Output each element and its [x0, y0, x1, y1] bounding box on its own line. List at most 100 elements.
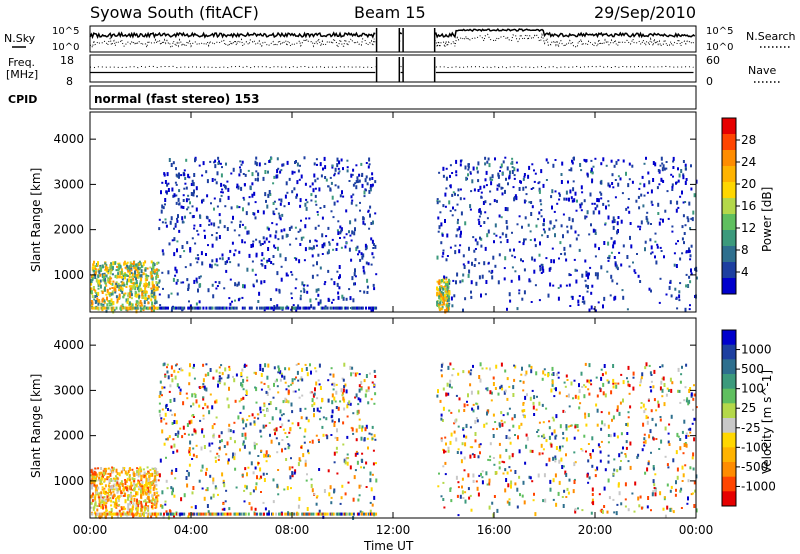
data-point	[156, 271, 159, 275]
data-point	[504, 369, 507, 373]
data-point	[654, 162, 657, 167]
data-point	[522, 402, 525, 406]
data-point	[647, 171, 650, 175]
data-point	[163, 173, 166, 177]
data-point	[455, 174, 458, 177]
data-point	[362, 220, 365, 225]
data-point	[446, 255, 449, 257]
data-point	[516, 223, 519, 226]
data-point	[444, 281, 447, 284]
data-point	[208, 442, 211, 447]
data-point	[144, 499, 147, 503]
data-point	[194, 505, 197, 510]
data-point	[132, 494, 135, 497]
data-point	[641, 448, 644, 452]
data-point	[155, 300, 158, 304]
data-point	[542, 370, 545, 375]
data-point	[577, 395, 580, 400]
data-point	[132, 261, 135, 266]
data-point	[108, 304, 111, 307]
data-point	[344, 492, 347, 496]
data-point	[124, 512, 127, 516]
data-point	[438, 291, 441, 295]
data-point	[464, 221, 467, 226]
data-point	[672, 175, 674, 178]
data-point	[615, 511, 618, 516]
data-point	[500, 362, 503, 367]
data-point	[480, 244, 483, 248]
data-point	[277, 238, 280, 241]
data-point	[333, 172, 336, 175]
data-point	[470, 369, 473, 372]
data-point	[114, 285, 117, 289]
data-point	[563, 246, 566, 251]
colorbar-tick-label: 28	[741, 133, 756, 147]
data-point	[153, 291, 156, 296]
data-point	[167, 270, 170, 275]
velocity-scatter	[90, 362, 698, 520]
data-point	[633, 269, 636, 273]
data-point	[157, 473, 160, 476]
data-point	[628, 210, 631, 214]
data-point	[445, 187, 448, 190]
data-point	[591, 202, 594, 205]
data-point	[104, 277, 107, 282]
data-point	[188, 463, 191, 467]
data-point	[138, 500, 141, 505]
data-point	[556, 202, 559, 205]
data-point	[333, 201, 336, 206]
data-point	[120, 495, 123, 497]
data-point	[177, 430, 180, 435]
data-point	[591, 284, 594, 288]
data-point	[555, 387, 557, 392]
data-point	[455, 159, 458, 164]
data-point	[215, 181, 218, 185]
data-point	[171, 239, 174, 242]
data-point	[321, 306, 324, 310]
data-point	[489, 176, 492, 181]
data-point	[607, 241, 610, 246]
data-point	[566, 379, 569, 381]
data-point	[275, 288, 278, 292]
data-point	[279, 512, 282, 516]
data-point	[93, 270, 96, 273]
data-point	[605, 164, 608, 167]
data-point	[121, 275, 123, 279]
data-point	[370, 433, 373, 436]
data-point	[447, 297, 450, 302]
data-point	[442, 387, 445, 391]
data-point	[608, 411, 611, 415]
data-point	[319, 207, 322, 209]
data-point	[442, 291, 445, 295]
data-point	[449, 164, 452, 167]
data-point	[369, 213, 371, 218]
data-point	[105, 468, 108, 471]
data-point	[189, 248, 192, 253]
data-point	[319, 512, 322, 516]
data-point	[99, 482, 102, 485]
data-point	[632, 371, 635, 376]
data-point	[244, 173, 247, 177]
data-point	[223, 507, 226, 511]
data-point	[359, 510, 362, 514]
data-point	[264, 170, 267, 174]
data-point	[640, 378, 642, 383]
data-point	[150, 287, 153, 290]
data-point	[125, 298, 128, 303]
data-point	[332, 512, 335, 516]
data-point	[463, 197, 466, 200]
data-point	[284, 432, 287, 435]
data-point	[570, 167, 573, 172]
data-point	[111, 485, 114, 490]
data-point	[228, 423, 231, 427]
data-point	[363, 190, 366, 195]
data-point	[467, 168, 470, 171]
data-point	[446, 393, 449, 396]
data-point	[644, 240, 647, 244]
data-point	[257, 172, 260, 177]
data-point	[557, 296, 560, 301]
data-point	[476, 419, 479, 423]
data-point	[565, 258, 568, 262]
data-point	[356, 179, 359, 184]
